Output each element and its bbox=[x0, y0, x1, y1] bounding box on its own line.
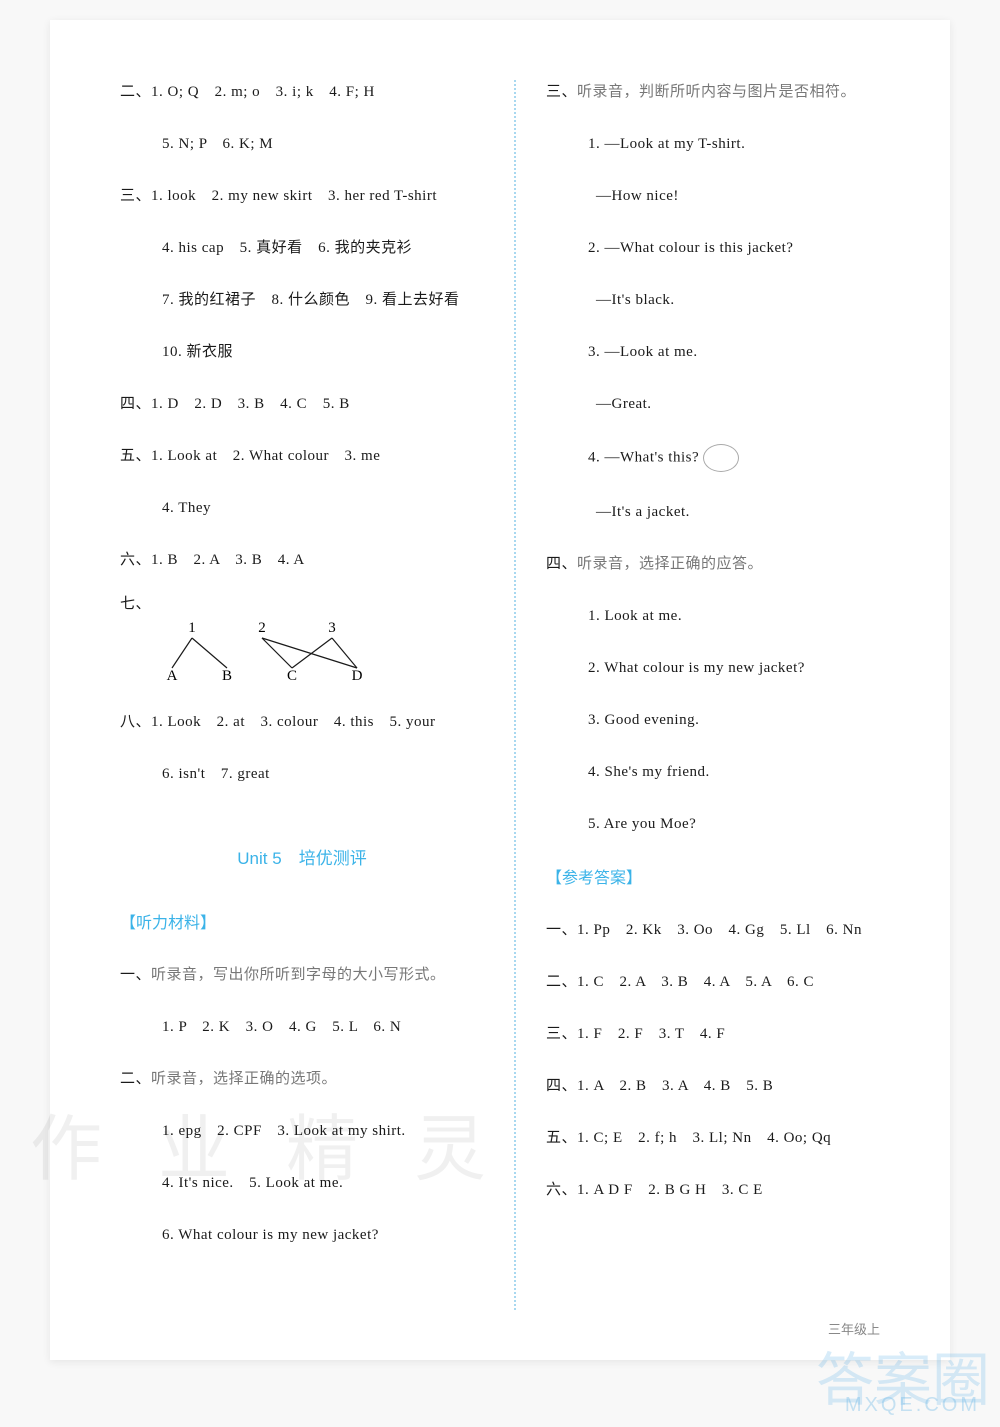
r-a2-label: 二、 bbox=[546, 974, 577, 990]
sec8-row1: 八、1. Look 2. at 3. colour 4. this 5. you… bbox=[120, 710, 484, 734]
sec6-label: 六、 bbox=[120, 552, 151, 568]
r-sec4-i3: 3. Good evening. bbox=[546, 708, 910, 732]
sec3-row2: 4. his cap 5. 真好看 6. 我的夹克衫 bbox=[120, 236, 484, 260]
right-column: 三、听录音，判断所听内容与图片是否相符。 1. —Look at my T-sh… bbox=[546, 80, 910, 1310]
r-sec4-i5: 5. Are you Moe? bbox=[546, 812, 910, 836]
r-sec3-q1a: 1. —Look at my T-shirt. bbox=[546, 132, 910, 156]
r-sec4-intro: 四、听录音，选择正确的应答。 bbox=[546, 552, 910, 576]
column-divider bbox=[514, 80, 516, 1310]
scribble-icon bbox=[703, 444, 739, 472]
r-sec3-q2a: 2. —What colour is this jacket? bbox=[546, 236, 910, 260]
svg-text:3: 3 bbox=[328, 620, 336, 636]
sec3-row4: 10. 新衣服 bbox=[120, 340, 484, 364]
r-a4: 四、1. A 2. B 3. A 4. B 5. B bbox=[546, 1074, 910, 1098]
page-footer: 三年级上 bbox=[828, 1319, 880, 1338]
sec5-r1: 1. Look at 2. What colour 3. me bbox=[151, 448, 380, 464]
listen2-r3: 6. What colour is my new jacket? bbox=[120, 1223, 484, 1247]
answers-heading: 【参考答案】 bbox=[546, 864, 910, 888]
listen2-r1: 1. epg 2. CPF 3. Look at my shirt. bbox=[120, 1119, 484, 1143]
sec5-row2: 4. They bbox=[120, 496, 484, 520]
sec2-label: 二、 bbox=[120, 84, 151, 100]
r-sec3-q4a: 4. —What's this? bbox=[546, 444, 910, 472]
r-a1-label: 一、 bbox=[546, 922, 577, 938]
sec8-r1: 1. Look 2. at 3. colour 4. this 5. your bbox=[151, 714, 435, 730]
listen2-row: 二、听录音，选择正确的选项。 bbox=[120, 1067, 484, 1091]
r-sec3-q3b: —Great. bbox=[546, 392, 910, 416]
watermark-text-3: MXQE.COM bbox=[845, 1394, 980, 1417]
r-a5-text: 1. C; E 2. f; h 3. Ll; Nn 4. Oo; Qq bbox=[577, 1130, 831, 1146]
r-a2: 二、1. C 2. A 3. B 4. A 5. A 6. C bbox=[546, 970, 910, 994]
sec7-label: 七、 bbox=[120, 596, 151, 612]
listen1-label: 一、 bbox=[120, 967, 151, 983]
sec3-row3: 7. 我的红裙子 8. 什么颜色 9. 看上去好看 bbox=[120, 288, 484, 312]
r-a2-text: 1. C 2. A 3. B 4. A 5. A 6. C bbox=[577, 974, 814, 990]
listening-heading: 【听力材料】 bbox=[120, 909, 484, 933]
sec7-row: 七、 bbox=[120, 592, 484, 616]
sec3-row1: 三、1. look 2. my new skirt 3. her red T-s… bbox=[120, 184, 484, 208]
sec2-row2: 5. N; P 6. K; M bbox=[120, 132, 484, 156]
r-a4-label: 四、 bbox=[546, 1078, 577, 1094]
r-sec4-i2: 2. What colour is my new jacket? bbox=[546, 656, 910, 680]
sec2-items: 1. O; Q 2. m; o 3. i; k 4. F; H bbox=[151, 84, 375, 100]
r-sec3-intro: 三、听录音，判断所听内容与图片是否相符。 bbox=[546, 80, 910, 104]
svg-text:1: 1 bbox=[188, 620, 196, 636]
r-sec3-q2b: —It's black. bbox=[546, 288, 910, 312]
r-a3-text: 1. F 2. F 3. T 4. F bbox=[577, 1026, 725, 1042]
sec5-row1: 五、1. Look at 2. What colour 3. me bbox=[120, 444, 484, 468]
svg-text:2: 2 bbox=[258, 620, 266, 636]
sec4-row: 四、1. D 2. D 3. B 4. C 5. B bbox=[120, 392, 484, 416]
r-a6-label: 六、 bbox=[546, 1182, 577, 1198]
sec3-r1: 1. look 2. my new skirt 3. her red T-shi… bbox=[151, 188, 437, 204]
listen1-answers: 1. P 2. K 3. O 4. G 5. L 6. N bbox=[120, 1015, 484, 1039]
r-a6: 六、1. A D F 2. B G H 3. C E bbox=[546, 1178, 910, 1202]
r-sec4-label: 四、 bbox=[546, 556, 577, 572]
sec5-label: 五、 bbox=[120, 448, 151, 464]
svg-text:D: D bbox=[352, 668, 363, 684]
sec6-text: 1. B 2. A 3. B 4. A bbox=[151, 552, 305, 568]
sec6-row: 六、1. B 2. A 3. B 4. A bbox=[120, 548, 484, 572]
sec4-text: 1. D 2. D 3. B 4. C 5. B bbox=[151, 396, 350, 412]
listen2-r2: 4. It's nice. 5. Look at me. bbox=[120, 1171, 484, 1195]
r-sec3-q4a-text: 4. —What's this? bbox=[588, 449, 699, 465]
r-sec3-introtext: 听录音，判断所听内容与图片是否相符。 bbox=[577, 84, 856, 100]
r-a5: 五、1. C; E 2. f; h 3. Ll; Nn 4. Oo; Qq bbox=[546, 1126, 910, 1150]
matching-diagram: 1 2 3 A B C D bbox=[162, 620, 382, 690]
listen1-row: 一、听录音，写出你所听到字母的大小写形式。 bbox=[120, 963, 484, 987]
r-a3: 三、1. F 2. F 3. T 4. F bbox=[546, 1022, 910, 1046]
r-sec3-label: 三、 bbox=[546, 84, 577, 100]
listen1-text: 听录音，写出你所听到字母的大小写形式。 bbox=[151, 967, 446, 983]
r-a5-label: 五、 bbox=[546, 1130, 577, 1146]
listen2-text: 听录音，选择正确的选项。 bbox=[151, 1071, 337, 1087]
r-a6-text: 1. A D F 2. B G H 3. C E bbox=[577, 1182, 763, 1198]
page: 二、1. O; Q 2. m; o 3. i; k 4. F; H 5. N; … bbox=[50, 20, 950, 1360]
r-a4-text: 1. A 2. B 3. A 4. B 5. B bbox=[577, 1078, 773, 1094]
sec4-label: 四、 bbox=[120, 396, 151, 412]
r-sec3-q4b: —It's a jacket. bbox=[546, 500, 910, 524]
r-sec3-q1b: —How nice! bbox=[546, 184, 910, 208]
r-sec3-q3a: 3. —Look at me. bbox=[546, 340, 910, 364]
svg-text:C: C bbox=[287, 668, 297, 684]
r-a1: 一、1. Pp 2. Kk 3. Oo 4. Gg 5. Ll 6. Nn bbox=[546, 918, 910, 942]
listen2-label: 二、 bbox=[120, 1071, 151, 1087]
r-a1-text: 1. Pp 2. Kk 3. Oo 4. Gg 5. Ll 6. Nn bbox=[577, 922, 862, 938]
r-a3-label: 三、 bbox=[546, 1026, 577, 1042]
left-column: 二、1. O; Q 2. m; o 3. i; k 4. F; H 5. N; … bbox=[120, 80, 484, 1310]
two-column-layout: 二、1. O; Q 2. m; o 3. i; k 4. F; H 5. N; … bbox=[120, 80, 910, 1310]
sec2-row1: 二、1. O; Q 2. m; o 3. i; k 4. F; H bbox=[120, 80, 484, 104]
svg-text:B: B bbox=[222, 668, 232, 684]
sec8-label: 八、 bbox=[120, 714, 151, 730]
sec3-label: 三、 bbox=[120, 188, 151, 204]
svg-text:A: A bbox=[167, 668, 178, 684]
unit-title: Unit 5 培优测评 bbox=[120, 844, 484, 869]
r-sec4-introtext: 听录音，选择正确的应答。 bbox=[577, 556, 763, 572]
sec8-row2: 6. isn't 7. great bbox=[120, 762, 484, 786]
r-sec4-i4: 4. She's my friend. bbox=[546, 760, 910, 784]
r-sec4-i1: 1. Look at me. bbox=[546, 604, 910, 628]
